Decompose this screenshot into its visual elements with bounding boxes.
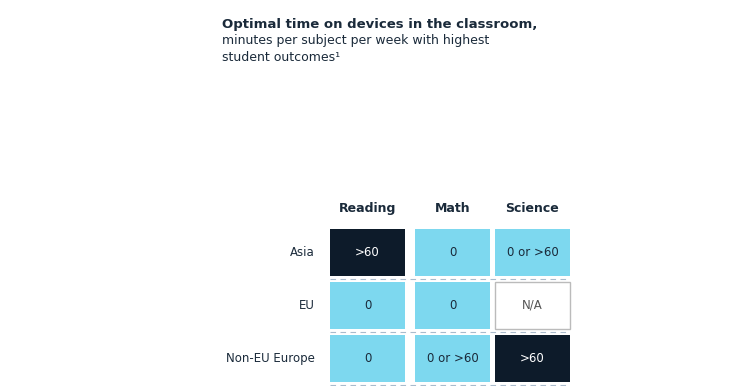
- Bar: [330, 229, 405, 276]
- Text: Non-EU Europe: Non-EU Europe: [226, 352, 315, 365]
- Bar: [330, 335, 405, 382]
- Bar: [495, 229, 570, 276]
- Text: minutes per subject per week with highest
student outcomes¹: minutes per subject per week with highes…: [222, 34, 489, 64]
- Text: EU: EU: [299, 299, 315, 312]
- Text: Math: Math: [434, 202, 470, 215]
- Text: Science: Science: [506, 202, 559, 215]
- Bar: [415, 335, 490, 382]
- Text: Asia: Asia: [291, 246, 315, 259]
- Bar: [415, 282, 490, 329]
- Text: 0: 0: [364, 352, 371, 365]
- Bar: [415, 229, 490, 276]
- Text: 0 or >60: 0 or >60: [507, 246, 558, 259]
- Text: 0: 0: [364, 299, 371, 312]
- Text: 0 or >60: 0 or >60: [426, 352, 478, 365]
- Text: >60: >60: [355, 246, 380, 259]
- Bar: [495, 335, 570, 382]
- Bar: [330, 282, 405, 329]
- Text: Reading: Reading: [339, 202, 396, 215]
- Text: Optimal time on devices in the classroom,: Optimal time on devices in the classroom…: [222, 18, 537, 31]
- Text: N/A: N/A: [522, 299, 543, 312]
- Text: 0: 0: [449, 246, 456, 259]
- Text: 0: 0: [449, 299, 456, 312]
- Bar: [495, 282, 570, 329]
- Text: >60: >60: [520, 352, 545, 365]
